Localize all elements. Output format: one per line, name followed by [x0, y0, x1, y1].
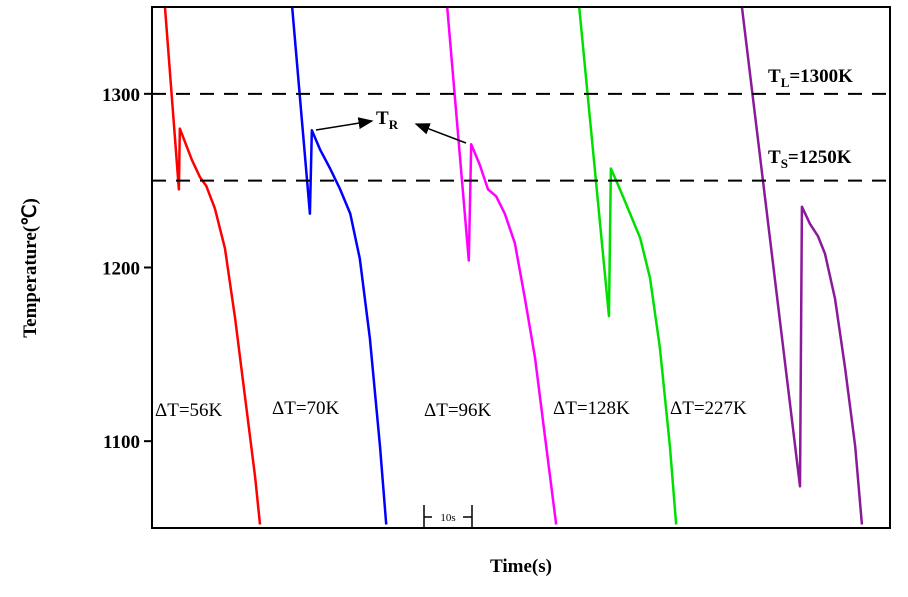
y-tick-label: 1200: [102, 259, 140, 280]
series-label-2: ΔT=70K: [272, 398, 340, 419]
tr-arrow-left: [315, 117, 374, 131]
series-line-1: [163, 6, 262, 525]
series-line-4: [577, 6, 678, 525]
y-tick-label: 1100: [103, 432, 140, 453]
series-label-4: ΔT=128K: [553, 398, 630, 419]
series-label-1: ΔT=56K: [155, 400, 223, 421]
tr-arrow-right: [414, 123, 467, 144]
x-axis-label: Time(s): [490, 556, 552, 577]
y-axis-label: Temperature(℃): [20, 198, 41, 338]
liquidus-label: TL=1300K: [768, 66, 853, 90]
solidus-label: TS=1250K: [768, 147, 852, 171]
series-line-3: [445, 6, 558, 525]
y-tick-label: 1300: [102, 85, 140, 106]
y-ticks: 1100 1200 1300: [102, 85, 152, 453]
scale-bar: [423, 505, 473, 528]
reference-lines: [152, 92, 890, 182]
tr-label: TR: [376, 108, 399, 132]
series-line-5: [740, 6, 864, 525]
series-lines: [163, 6, 864, 525]
scale-bar-label: 10s: [440, 512, 455, 524]
series-label-3: ΔT=96K: [424, 400, 492, 421]
series-label-5: ΔT=227K: [670, 398, 747, 419]
series-line-2: [290, 6, 388, 525]
